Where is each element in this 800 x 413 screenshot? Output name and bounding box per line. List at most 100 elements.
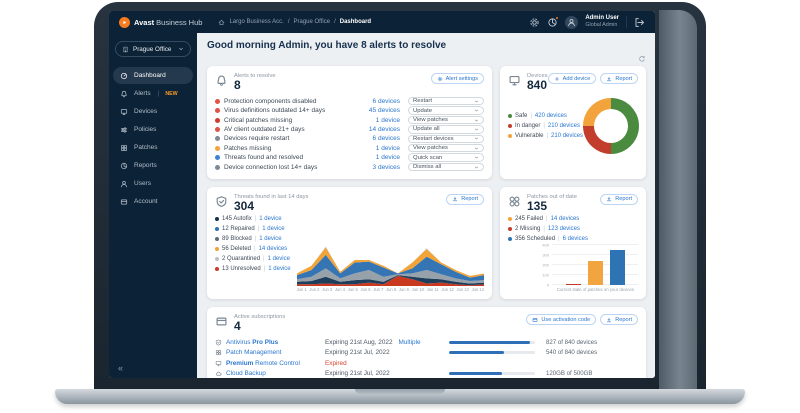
alert-action-dropdown[interactable]: View patches	[408, 144, 484, 153]
subscriptions-report-button[interactable]: Report	[600, 314, 638, 326]
bar-plot-area	[552, 244, 638, 286]
download-icon	[606, 196, 612, 202]
download-icon	[606, 76, 612, 82]
alert-action-dropdown[interactable]: Restart	[408, 97, 484, 106]
subscription-icon	[215, 370, 222, 377]
sidebar-item-label: Devices	[134, 108, 158, 115]
threats-legend: 145 Autofix | 1 device 12 Repaired | 1 d…	[215, 216, 291, 272]
breadcrumb-item[interactable]: Prague Office	[293, 19, 331, 25]
device-count-link[interactable]: 1 device	[267, 256, 290, 263]
sidebar-item-devices[interactable]: Devices	[113, 103, 193, 120]
notifications-button[interactable]	[547, 15, 560, 28]
device-count-link[interactable]: 210 devices	[551, 132, 584, 139]
x-axis-label: Jun 13	[456, 287, 469, 293]
alert-action-dropdown[interactable]: Update	[408, 106, 484, 115]
sidebar-item-account[interactable]: Account	[113, 193, 193, 210]
brand-bold: Avast	[134, 17, 155, 27]
device-count-link[interactable]: 6 devices	[372, 135, 400, 143]
brand-title: Avast Business Hub	[134, 18, 202, 27]
brand-rest: Business Hub	[156, 17, 203, 27]
gear-icon[interactable]	[529, 17, 540, 28]
devices-report-button[interactable]: Report	[600, 73, 639, 84]
x-axis-label: Jun 12	[441, 287, 454, 293]
legend-row: Safe | 420 devices	[508, 113, 583, 119]
device-count-link[interactable]: 1 device	[262, 226, 285, 233]
alert-row: Device connection lost 14+ days 3 device…	[215, 162, 484, 172]
device-count-link[interactable]: 420 devices	[534, 112, 567, 119]
building-icon	[122, 46, 129, 53]
subscription-name-link[interactable]: Premium Remote Control	[215, 360, 319, 367]
threats-count: 304	[234, 198, 255, 213]
site-selector[interactable]: Prague Office	[115, 41, 191, 57]
device-count-link[interactable]: 1 device	[268, 266, 291, 273]
subscription-expiry: Expired	[325, 360, 443, 367]
legend-label: 2 Quarantined	[222, 256, 261, 263]
subscription-name-link[interactable]: Cloud Backup	[215, 370, 319, 377]
device-count-link[interactable]: 1 device	[375, 144, 400, 152]
device-count-link[interactable]: 45 devices	[368, 107, 400, 115]
threats-report-button[interactable]: Report	[446, 193, 484, 205]
device-count-link[interactable]: 3 devices	[372, 163, 400, 171]
patches-legend: 245 Failed | 14 devices 2 Missing | 123 …	[508, 216, 638, 242]
logout-icon[interactable]	[634, 17, 645, 28]
person-icon	[567, 18, 576, 27]
alert-action-dropdown[interactable]: View patches	[408, 115, 484, 125]
sidebar-item-patches[interactable]: Patches	[113, 139, 193, 156]
device-count-link[interactable]: 123 devices	[547, 226, 580, 233]
breadcrumb-separator: /	[334, 19, 336, 25]
refresh-icon[interactable]	[638, 55, 646, 63]
alert-action-dropdown[interactable]: Restart devices	[408, 134, 484, 144]
user-menu[interactable]: Admin User Global Admin	[585, 15, 619, 28]
sidebar-item-label: Account	[134, 198, 158, 205]
device-count-link[interactable]: 210 devices	[547, 122, 580, 129]
subscription-name-link[interactable]: Patch Management	[215, 349, 319, 356]
add-device-button[interactable]: Add device	[547, 73, 597, 84]
subscription-name: Patch Management	[226, 349, 282, 357]
legend-dot	[508, 237, 512, 242]
alert-action-dropdown[interactable]: Dismiss all	[408, 162, 484, 172]
alert-settings-button[interactable]: Alert settings	[430, 73, 484, 84]
device-count-link[interactable]: 14 devices	[550, 216, 580, 223]
device-count-link[interactable]: 14 devices	[368, 125, 400, 133]
subscription-name-link[interactable]: Antivirus Pro Plus	[215, 339, 319, 346]
legend-row: 56 Deleted | 14 devices	[215, 246, 291, 252]
sidebar-item-label: Patches	[134, 144, 158, 151]
avatar[interactable]	[565, 15, 579, 29]
laptop-base	[55, 389, 745, 404]
alert-action-dropdown[interactable]: Update all	[408, 125, 484, 134]
alert-action-dropdown[interactable]: Quick scan	[408, 153, 484, 162]
device-count-link[interactable]: 14 devices	[258, 246, 288, 253]
device-count-link[interactable]: 1 device	[259, 216, 282, 223]
alert-label: Threats found and resolved	[224, 154, 304, 162]
legend-label: 13 Unresolved	[222, 266, 261, 273]
laptop-screen: Avast Business Hub Largo Business Acc. / Pr…	[109, 11, 655, 378]
legend-row: In danger | 210 devices	[508, 123, 583, 129]
device-count-link[interactable]: 1 device	[375, 116, 400, 124]
user-name: Admin User	[585, 15, 619, 22]
sidebar-item-users[interactable]: Users	[113, 175, 193, 192]
devices-legend: Safe | 420 devices In danger | 210 devic…	[508, 113, 583, 139]
usage-progress-fill	[449, 372, 503, 376]
device-count-link[interactable]: 1 device	[259, 236, 282, 243]
sidebar-item-reports[interactable]: Reports	[113, 157, 193, 174]
patches-chart-caption: Current state of patches on your devices	[556, 287, 634, 293]
sidebar-collapse-button[interactable]: «	[118, 363, 124, 373]
breadcrumb-item[interactable]: Largo Business Acc.	[229, 19, 284, 25]
sidebar-item-alerts[interactable]: Alerts | NEW	[113, 85, 193, 102]
alert-label: Device connection lost 14+ days	[224, 163, 318, 171]
devices-caption: Devices	[527, 73, 548, 79]
use-activation-code-button[interactable]: Use activation code	[526, 314, 597, 326]
sidebar-item-policies[interactable]: Policies	[113, 121, 193, 138]
patches-report-button[interactable]: Report	[600, 193, 638, 205]
breadcrumb-item[interactable]: Dashboard	[339, 19, 372, 25]
sidebar-item-dashboard[interactable]: Dashboard	[113, 67, 193, 84]
device-count-link[interactable]: 1 device	[375, 154, 400, 162]
usage-progress-fill	[449, 351, 504, 355]
sidebar-item-icon	[120, 180, 128, 188]
multiple-link[interactable]: Multiple	[398, 338, 421, 346]
device-count-link[interactable]: 6 devices	[562, 236, 588, 243]
device-count-link[interactable]: 6 devices	[372, 97, 400, 105]
alert-label: Patches missing	[224, 144, 272, 152]
subscription-list: Antivirus Pro Plus Expiring 21st Aug, 20…	[215, 337, 638, 378]
page-title: Good morning Admin, you have 8 alerts to…	[207, 40, 447, 51]
